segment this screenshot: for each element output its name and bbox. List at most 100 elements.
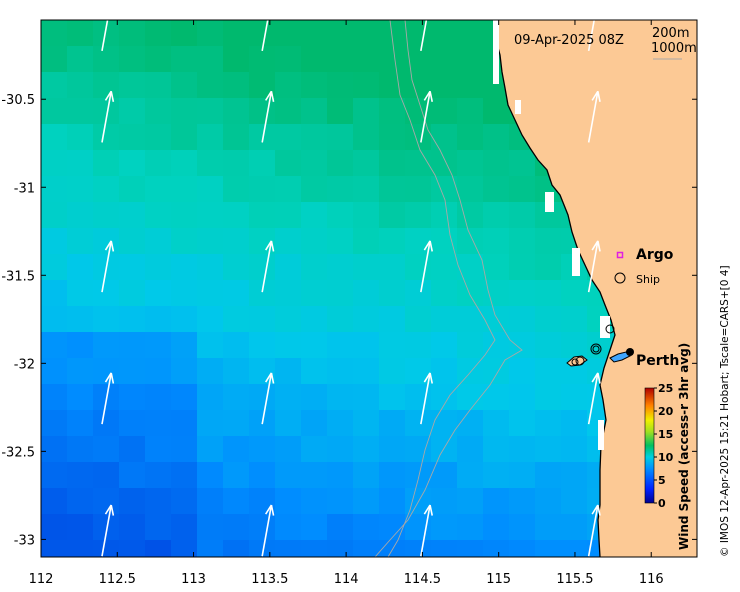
heat-cell bbox=[93, 488, 120, 515]
heat-cell bbox=[119, 20, 146, 47]
x-tick-label: 113 bbox=[181, 572, 206, 587]
heat-cell bbox=[509, 280, 536, 307]
heat-cell bbox=[327, 462, 354, 489]
heat-cell bbox=[41, 514, 68, 541]
heat-cell bbox=[145, 436, 172, 463]
heat-cell bbox=[353, 124, 380, 151]
heat-cell bbox=[301, 488, 328, 515]
heat-cell bbox=[301, 410, 328, 437]
wind-arrow bbox=[420, 372, 434, 425]
heat-cell bbox=[431, 98, 458, 125]
heat-cell bbox=[67, 280, 94, 307]
heat-cell bbox=[379, 332, 406, 359]
heat-cell bbox=[249, 306, 276, 333]
heat-cell bbox=[379, 176, 406, 203]
heat-cell bbox=[327, 98, 354, 125]
heat-cell bbox=[41, 358, 68, 385]
heat-cell bbox=[93, 410, 120, 437]
heat-cell bbox=[171, 228, 198, 255]
argo-marker-icon bbox=[616, 251, 624, 259]
heat-cell bbox=[223, 98, 250, 125]
heat-cell bbox=[327, 254, 354, 281]
heat-cell bbox=[93, 540, 120, 557]
heat-cell bbox=[457, 124, 484, 151]
ship-marker bbox=[592, 345, 600, 353]
heat-cell bbox=[483, 514, 510, 541]
heat-cell bbox=[353, 150, 380, 177]
heat-cell bbox=[197, 306, 224, 333]
heat-cell bbox=[457, 436, 484, 463]
heat-cell bbox=[119, 254, 146, 281]
heat-cell bbox=[353, 98, 380, 125]
heat-cell bbox=[119, 306, 146, 333]
heat-cell bbox=[249, 462, 276, 489]
heat-cell bbox=[353, 46, 380, 73]
heat-cell bbox=[327, 358, 354, 385]
heat-cell bbox=[249, 150, 276, 177]
heat-cell bbox=[457, 280, 484, 307]
heat-cell bbox=[145, 150, 172, 177]
heat-cell bbox=[119, 124, 146, 151]
heat-cell bbox=[327, 124, 354, 151]
heat-cell bbox=[119, 202, 146, 229]
heat-cell bbox=[379, 98, 406, 125]
heat-cell bbox=[405, 176, 432, 203]
heat-cell bbox=[535, 332, 562, 359]
heat-cell bbox=[353, 20, 380, 47]
heat-cell bbox=[483, 462, 510, 489]
heat-cell bbox=[249, 436, 276, 463]
heat-cell bbox=[431, 124, 458, 151]
heat-cell bbox=[275, 332, 302, 359]
heat-cell bbox=[405, 436, 432, 463]
heat-cell bbox=[197, 332, 224, 359]
heat-cell bbox=[145, 332, 172, 359]
heat-cell bbox=[431, 410, 458, 437]
wind-arrow bbox=[261, 504, 275, 557]
heat-cell bbox=[67, 306, 94, 333]
heat-cell bbox=[223, 514, 250, 541]
heat-cell bbox=[223, 540, 250, 557]
colorbar-ticks: 0 5 10 15 20 25 bbox=[654, 382, 674, 510]
heat-cell bbox=[561, 332, 588, 359]
heat-cell bbox=[353, 72, 380, 99]
heat-cell bbox=[67, 150, 94, 177]
wind-arrows bbox=[101, 20, 601, 557]
heat-cell bbox=[509, 436, 536, 463]
heat-cell bbox=[431, 72, 458, 99]
heat-cell bbox=[327, 332, 354, 359]
heat-cell bbox=[561, 384, 588, 411]
heat-cell bbox=[93, 46, 120, 73]
contour-label-1000m: 1000m bbox=[651, 41, 697, 56]
heat-cell bbox=[327, 280, 354, 307]
wind-arrow bbox=[101, 20, 109, 52]
heat-cell bbox=[327, 540, 354, 557]
heat-cell bbox=[171, 488, 198, 515]
heat-cell bbox=[275, 514, 302, 541]
heat-cell bbox=[197, 540, 224, 557]
heat-cell bbox=[353, 358, 380, 385]
y-tick-label: -33 bbox=[14, 533, 35, 548]
heat-cell bbox=[353, 254, 380, 281]
contour-label-200m: 200m bbox=[652, 26, 689, 41]
heat-cell bbox=[457, 410, 484, 437]
heat-cell bbox=[171, 124, 198, 151]
heat-cell bbox=[249, 488, 276, 515]
heat-cell bbox=[457, 228, 484, 255]
x-tick-label: 113.5 bbox=[251, 572, 288, 587]
heat-cell bbox=[457, 150, 484, 177]
heat-cell bbox=[327, 384, 354, 411]
heat-cell bbox=[41, 488, 68, 515]
heat-cell bbox=[171, 306, 198, 333]
heat-cell bbox=[457, 98, 484, 125]
heat-cell bbox=[171, 410, 198, 437]
heat-cell bbox=[457, 176, 484, 203]
coastal-gaps bbox=[493, 20, 610, 450]
heat-cell bbox=[223, 20, 250, 47]
heat-cell bbox=[379, 72, 406, 99]
heat-cell bbox=[223, 384, 250, 411]
perth-label: Perth bbox=[636, 353, 679, 369]
heat-cell bbox=[93, 436, 120, 463]
heat-cell bbox=[379, 124, 406, 151]
heat-cell bbox=[119, 436, 146, 463]
heat-cell bbox=[249, 176, 276, 203]
